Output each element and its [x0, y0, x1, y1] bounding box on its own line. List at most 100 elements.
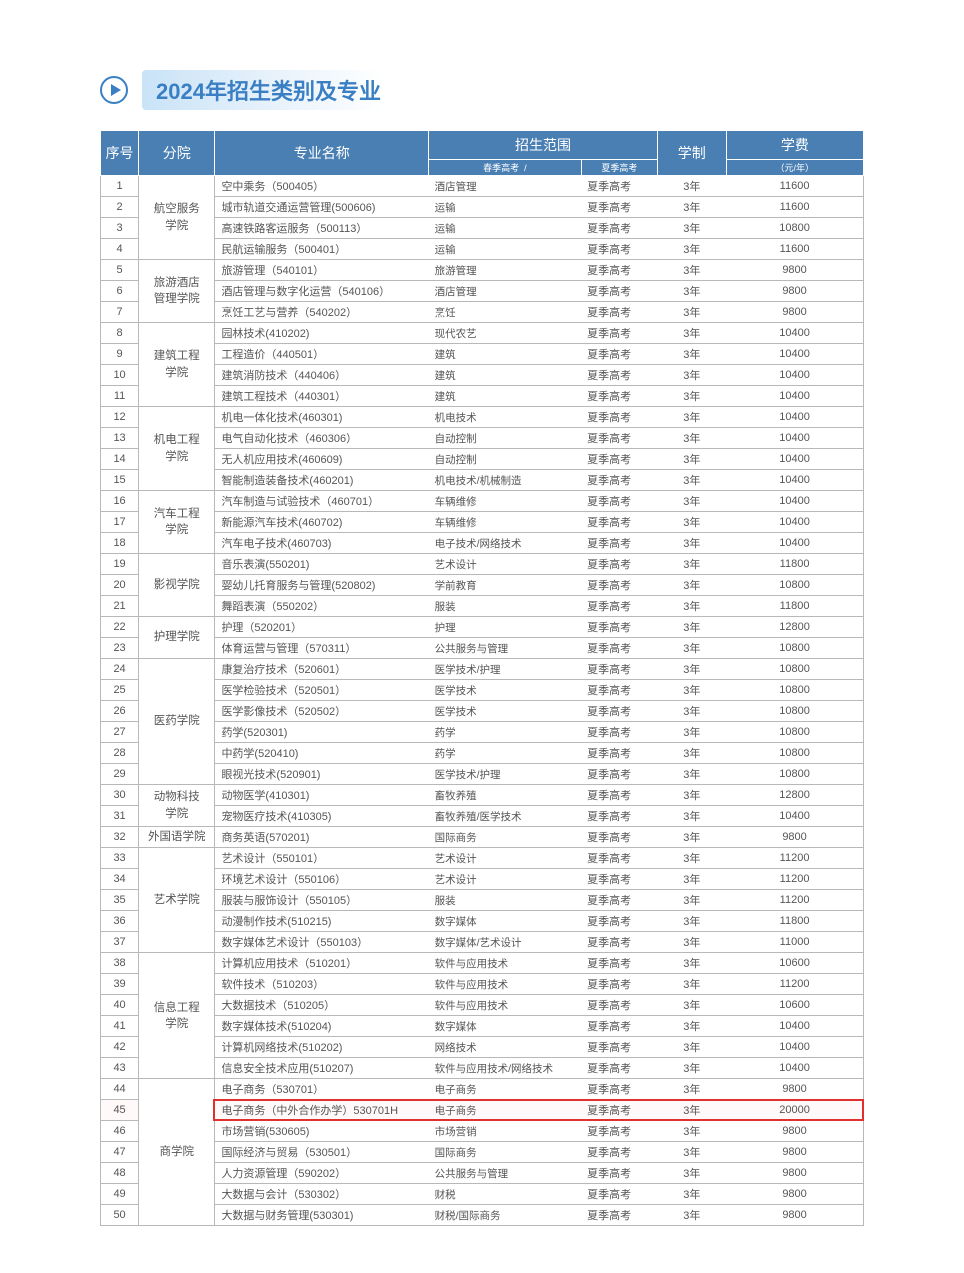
cell-duration: 3年 [657, 470, 726, 491]
cell-major: 民航运输服务（500401） [215, 239, 429, 260]
cell-duration: 3年 [657, 1079, 726, 1100]
cell-major: 护理（520201） [215, 617, 429, 638]
cell-duration: 3年 [657, 890, 726, 911]
cell-scope1: 软件与应用技术 [429, 953, 582, 974]
table-row: 34环境艺术设计（550106）艺术设计夏季高考3年11200 [101, 869, 864, 890]
cell-duration: 3年 [657, 848, 726, 869]
cell-scope1: 财税/国际商务 [429, 1205, 582, 1226]
cell-dept: 航空服务学院 [139, 176, 215, 260]
cell-duration: 3年 [657, 764, 726, 785]
table-row: 45电子商务（中外合作办学）530701H电子商务夏季高考3年20000 [101, 1100, 864, 1121]
table-row: 25医学检验技术（520501）医学技术夏季高考3年10800 [101, 680, 864, 701]
cell-duration: 3年 [657, 218, 726, 239]
cell-fee: 11200 [726, 848, 863, 869]
cell-major: 机电一体化技术(460301) [215, 407, 429, 428]
cell-duration: 3年 [657, 911, 726, 932]
cell-scope2: 夏季高考 [581, 344, 657, 365]
cell-fee: 9800 [726, 1205, 863, 1226]
cell-major: 信息安全技术应用(510207) [215, 1058, 429, 1079]
cell-fee: 10800 [726, 638, 863, 659]
cell-scope2: 夏季高考 [581, 512, 657, 533]
cell-major: 人力资源管理（590202） [215, 1163, 429, 1184]
cell-scope1: 电子商务 [429, 1100, 582, 1121]
cell-idx: 15 [101, 470, 139, 491]
page-title-row: 2024年招生类别及专业 [100, 70, 864, 110]
cell-idx: 3 [101, 218, 139, 239]
cell-duration: 3年 [657, 533, 726, 554]
table-row: 12机电工程学院机电一体化技术(460301)机电技术夏季高考3年10400 [101, 407, 864, 428]
cell-fee: 10400 [726, 1058, 863, 1079]
cell-scope1: 国际商务 [429, 1142, 582, 1163]
cell-scope1: 数字媒体 [429, 911, 582, 932]
cell-fee: 11800 [726, 596, 863, 617]
table-row: 41数字媒体技术(510204)数字媒体夏季高考3年10400 [101, 1016, 864, 1037]
cell-idx: 13 [101, 428, 139, 449]
cell-scope1: 财税 [429, 1184, 582, 1205]
cell-scope1: 药学 [429, 743, 582, 764]
cell-dept: 汽车工程学院 [139, 491, 215, 554]
cell-fee: 10800 [726, 218, 863, 239]
cell-dept: 旅游酒店管理学院 [139, 260, 215, 323]
cell-major: 服装与服饰设计（550105） [215, 890, 429, 911]
table-row: 30动物科技学院动物医学(410301)畜牧养殖夏季高考3年12800 [101, 785, 864, 806]
table-row: 26医学影像技术（520502）医学技术夏季高考3年10800 [101, 701, 864, 722]
cell-fee: 10600 [726, 995, 863, 1016]
cell-scope1: 医学技术 [429, 701, 582, 722]
cell-fee: 10800 [726, 743, 863, 764]
cell-idx: 28 [101, 743, 139, 764]
cell-dept: 影视学院 [139, 554, 215, 617]
cell-scope2: 夏季高考 [581, 1205, 657, 1226]
cell-scope2: 夏季高考 [581, 470, 657, 491]
cell-scope2: 夏季高考 [581, 281, 657, 302]
cell-scope1: 软件与应用技术/网络技术 [429, 1058, 582, 1079]
cell-duration: 3年 [657, 680, 726, 701]
cell-major: 宠物医疗技术(410305) [215, 806, 429, 827]
table-row: 29眼视光技术(520901)医学技术/护理夏季高考3年10800 [101, 764, 864, 785]
cell-duration: 3年 [657, 1184, 726, 1205]
cell-scope1: 机电技术/机械制造 [429, 470, 582, 491]
cell-fee: 11600 [726, 176, 863, 197]
cell-duration: 3年 [657, 617, 726, 638]
cell-scope2: 夏季高考 [581, 533, 657, 554]
cell-major: 智能制造装备技术(460201) [215, 470, 429, 491]
cell-major: 中药学(520410) [215, 743, 429, 764]
cell-duration: 3年 [657, 554, 726, 575]
table-row: 13电气自动化技术（460306）自动控制夏季高考3年10400 [101, 428, 864, 449]
cell-idx: 11 [101, 386, 139, 407]
cell-scope1: 自动控制 [429, 449, 582, 470]
cell-idx: 31 [101, 806, 139, 827]
cell-scope1: 护理 [429, 617, 582, 638]
table-container: 序号 分院 专业名称 招生范围 学制 学费 春季高考 / 夏季高考 （元/年） … [100, 130, 864, 1226]
table-row: 10建筑消防技术（440406）建筑夏季高考3年10400 [101, 365, 864, 386]
cell-idx: 23 [101, 638, 139, 659]
cell-duration: 3年 [657, 806, 726, 827]
cell-fee: 10800 [726, 659, 863, 680]
cell-scope1: 艺术设计 [429, 848, 582, 869]
play-icon [100, 76, 128, 104]
cell-scope2: 夏季高考 [581, 449, 657, 470]
cell-scope2: 夏季高考 [581, 680, 657, 701]
cell-fee: 10400 [726, 1016, 863, 1037]
cell-major: 电子商务（530701） [215, 1079, 429, 1100]
cell-fee: 10400 [726, 470, 863, 491]
cell-scope2: 夏季高考 [581, 218, 657, 239]
cell-scope2: 夏季高考 [581, 491, 657, 512]
cell-idx: 10 [101, 365, 139, 386]
cell-major: 舞蹈表演（550202） [215, 596, 429, 617]
cell-major: 软件技术（510203） [215, 974, 429, 995]
cell-idx: 26 [101, 701, 139, 722]
cell-scope1: 机电技术 [429, 407, 582, 428]
cell-fee: 10400 [726, 1037, 863, 1058]
cell-major: 酒店管理与数字化运营（540106） [215, 281, 429, 302]
cell-idx: 40 [101, 995, 139, 1016]
cell-major: 医学检验技术（520501） [215, 680, 429, 701]
table-row: 48人力资源管理（590202）公共服务与管理夏季高考3年9800 [101, 1163, 864, 1184]
cell-fee: 10400 [726, 806, 863, 827]
cell-scope1: 运输 [429, 218, 582, 239]
col-duration: 学制 [657, 131, 726, 176]
cell-idx: 39 [101, 974, 139, 995]
cell-scope2: 夏季高考 [581, 827, 657, 848]
table-row: 4民航运输服务（500401）运输夏季高考3年11600 [101, 239, 864, 260]
cell-idx: 44 [101, 1079, 139, 1100]
cell-dept: 机电工程学院 [139, 407, 215, 491]
